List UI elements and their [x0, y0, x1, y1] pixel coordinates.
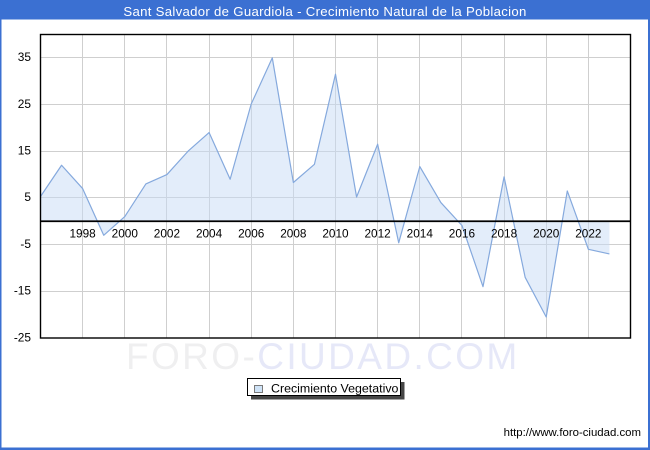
svg-text:2004: 2004 [196, 227, 223, 241]
svg-text:2008: 2008 [280, 227, 307, 241]
svg-text:2022: 2022 [575, 227, 601, 241]
svg-text:Sant Salvador de Guardiola - C: Sant Salvador de Guardiola - Crecimiento… [123, 4, 526, 19]
svg-text:2000: 2000 [112, 227, 139, 241]
svg-text:2014: 2014 [407, 227, 434, 241]
svg-text:25: 25 [18, 97, 32, 111]
svg-text:-15: -15 [14, 284, 32, 298]
svg-text:2016: 2016 [449, 227, 476, 241]
svg-text:2002: 2002 [154, 227, 180, 241]
svg-text:2010: 2010 [322, 227, 349, 241]
svg-text:-25: -25 [14, 330, 32, 344]
svg-text:2018: 2018 [491, 227, 518, 241]
svg-text:2006: 2006 [238, 227, 265, 241]
svg-text:15: 15 [18, 144, 32, 158]
svg-text:35: 35 [18, 50, 32, 64]
svg-text:FORO-CIUDAD.COM: FORO-CIUDAD.COM [126, 336, 520, 377]
svg-text:1998: 1998 [70, 227, 97, 241]
svg-text:Crecimiento Vegetativo: Crecimiento Vegetativo [271, 382, 399, 396]
svg-text:5: 5 [24, 190, 31, 204]
svg-text:http://www.foro-ciudad.com: http://www.foro-ciudad.com [504, 427, 641, 439]
svg-text:2012: 2012 [365, 227, 391, 241]
svg-text:2020: 2020 [533, 227, 560, 241]
svg-text:-5: -5 [20, 237, 31, 251]
